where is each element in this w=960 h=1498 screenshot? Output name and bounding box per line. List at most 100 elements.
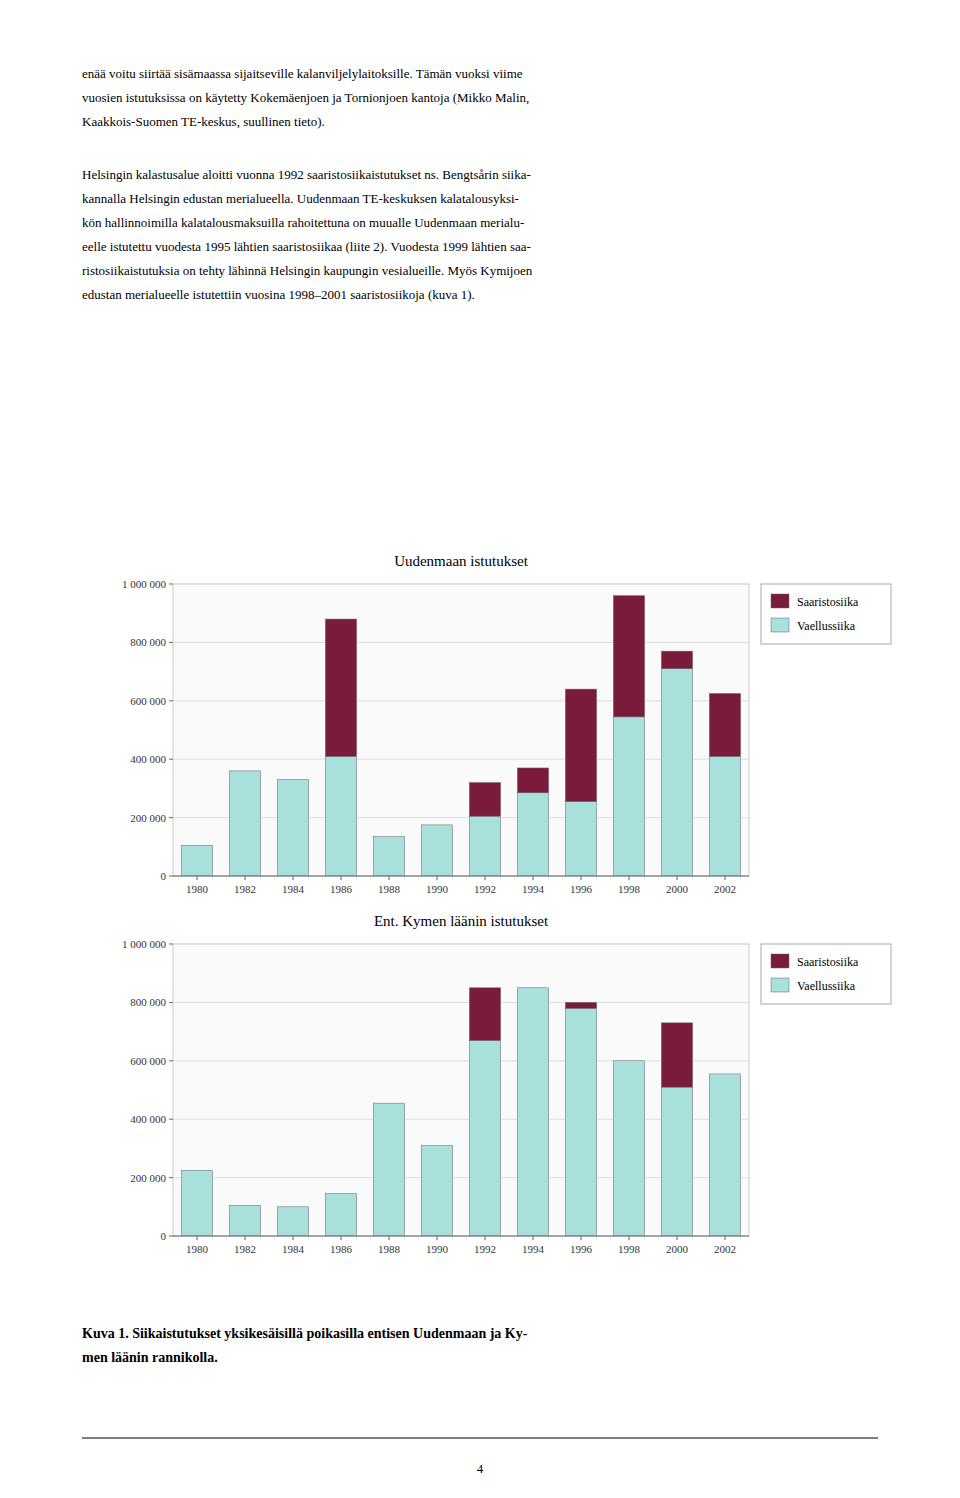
y-tick-label: 200 000	[130, 1172, 166, 1184]
bar	[181, 1170, 212, 1236]
body-text: Kaakkois-Suomen TE-keskus, suullinen tie…	[82, 114, 325, 129]
page: enää voitu siirtää sisämaassa sijaitsevi…	[0, 0, 960, 1498]
x-tick-label: 1998	[618, 883, 641, 895]
x-tick-label: 2000	[666, 883, 689, 895]
x-tick-label: 1988	[378, 883, 401, 895]
y-tick	[169, 642, 173, 643]
bar	[325, 1193, 356, 1194]
bar	[325, 1194, 356, 1236]
bars	[181, 988, 740, 1236]
y-tick-label: 1 000 000	[122, 578, 167, 590]
body-text: kannalla Helsingin edustan merialueella.…	[82, 191, 519, 206]
x-tick	[437, 876, 438, 880]
bar	[613, 717, 644, 876]
x-tick	[389, 876, 390, 880]
y-tick-label: 200 000	[130, 812, 166, 824]
bar	[469, 988, 500, 1041]
bar	[613, 596, 644, 717]
bar	[277, 779, 308, 780]
bar	[517, 768, 548, 793]
x-tick	[245, 1236, 246, 1240]
bar	[229, 770, 260, 771]
bar	[613, 1060, 644, 1061]
x-tick	[581, 876, 582, 880]
y-tick	[169, 1002, 173, 1003]
x-tick-label: 1982	[234, 1243, 256, 1255]
legend-box	[761, 584, 891, 644]
x-axis	[173, 876, 749, 877]
x-tick-label: 1992	[474, 883, 496, 895]
bar	[229, 1205, 260, 1236]
x-tick	[485, 876, 486, 880]
bar	[325, 619, 356, 756]
x-tick-label: 1986	[330, 1243, 353, 1255]
x-tick	[629, 1236, 630, 1240]
legend: SaaristosiikaVaellussiika	[761, 584, 891, 644]
y-tick-label: 600 000	[130, 1055, 166, 1067]
y-tick-label: 0	[161, 870, 167, 882]
bar	[565, 1002, 596, 1008]
bar	[277, 1207, 308, 1236]
y-tick-label: 400 000	[130, 1113, 166, 1125]
bar	[517, 988, 548, 1236]
x-tick-label: 1992	[474, 1243, 496, 1255]
x-tick	[437, 1236, 438, 1240]
bar	[661, 1023, 692, 1087]
y-tick	[169, 1236, 173, 1237]
bar	[277, 1206, 308, 1207]
y-tick-label: 0	[161, 1230, 167, 1242]
y-tick	[169, 1119, 173, 1120]
y-tick-label: 800 000	[130, 636, 166, 648]
bar	[661, 669, 692, 876]
x-tick-label: 1994	[522, 883, 545, 895]
bar	[661, 651, 692, 669]
bar	[373, 1103, 404, 1236]
x-tick-label: 1990	[426, 883, 449, 895]
grid-line	[173, 642, 749, 643]
x-tick	[677, 1236, 678, 1240]
y-tick-label: 800 000	[130, 996, 166, 1008]
y-tick	[169, 584, 173, 585]
bar	[565, 802, 596, 876]
grid-line	[173, 1002, 749, 1003]
x-tick-label: 1980	[186, 1243, 209, 1255]
bar	[469, 816, 500, 876]
y-tick-label: 1 000 000	[122, 938, 167, 950]
x-tick-label: 1982	[234, 883, 256, 895]
bar	[181, 1170, 212, 1171]
plot-area	[173, 584, 749, 876]
page-rule	[82, 1438, 878, 1439]
x-tick	[341, 1236, 342, 1240]
x-tick-label: 1988	[378, 1243, 401, 1255]
page-background	[0, 0, 960, 1498]
body-text: kön hallinnoimilla kalatalousmaksuilla r…	[82, 215, 524, 230]
x-tick	[485, 1236, 486, 1240]
bar	[517, 793, 548, 876]
bar	[709, 1074, 740, 1236]
y-tick	[169, 1177, 173, 1178]
page-number: 4	[477, 1461, 484, 1476]
x-tick-label: 1998	[618, 1243, 641, 1255]
grid-line	[173, 876, 749, 877]
x-tick-label: 1984	[282, 1243, 305, 1255]
bar	[373, 1103, 404, 1104]
bar	[565, 1008, 596, 1236]
bar	[661, 1087, 692, 1236]
legend-swatch	[771, 618, 789, 632]
bar	[421, 1145, 452, 1146]
legend-box	[761, 944, 891, 1004]
bar	[229, 1205, 260, 1206]
legend-swatch	[771, 954, 789, 968]
y-tick	[169, 1060, 173, 1061]
x-tick-label: 1994	[522, 1243, 545, 1255]
legend-label: Vaellussiika	[797, 979, 856, 993]
x-tick	[581, 1236, 582, 1240]
y-tick	[169, 944, 173, 945]
bar	[373, 836, 404, 837]
x-tick	[245, 876, 246, 880]
bar	[325, 756, 356, 876]
body-text: vuosien istutuksissa on käytetty Kokemäe…	[82, 90, 529, 105]
plot-area	[173, 944, 749, 1236]
bar	[469, 783, 500, 817]
x-tick	[293, 876, 294, 880]
